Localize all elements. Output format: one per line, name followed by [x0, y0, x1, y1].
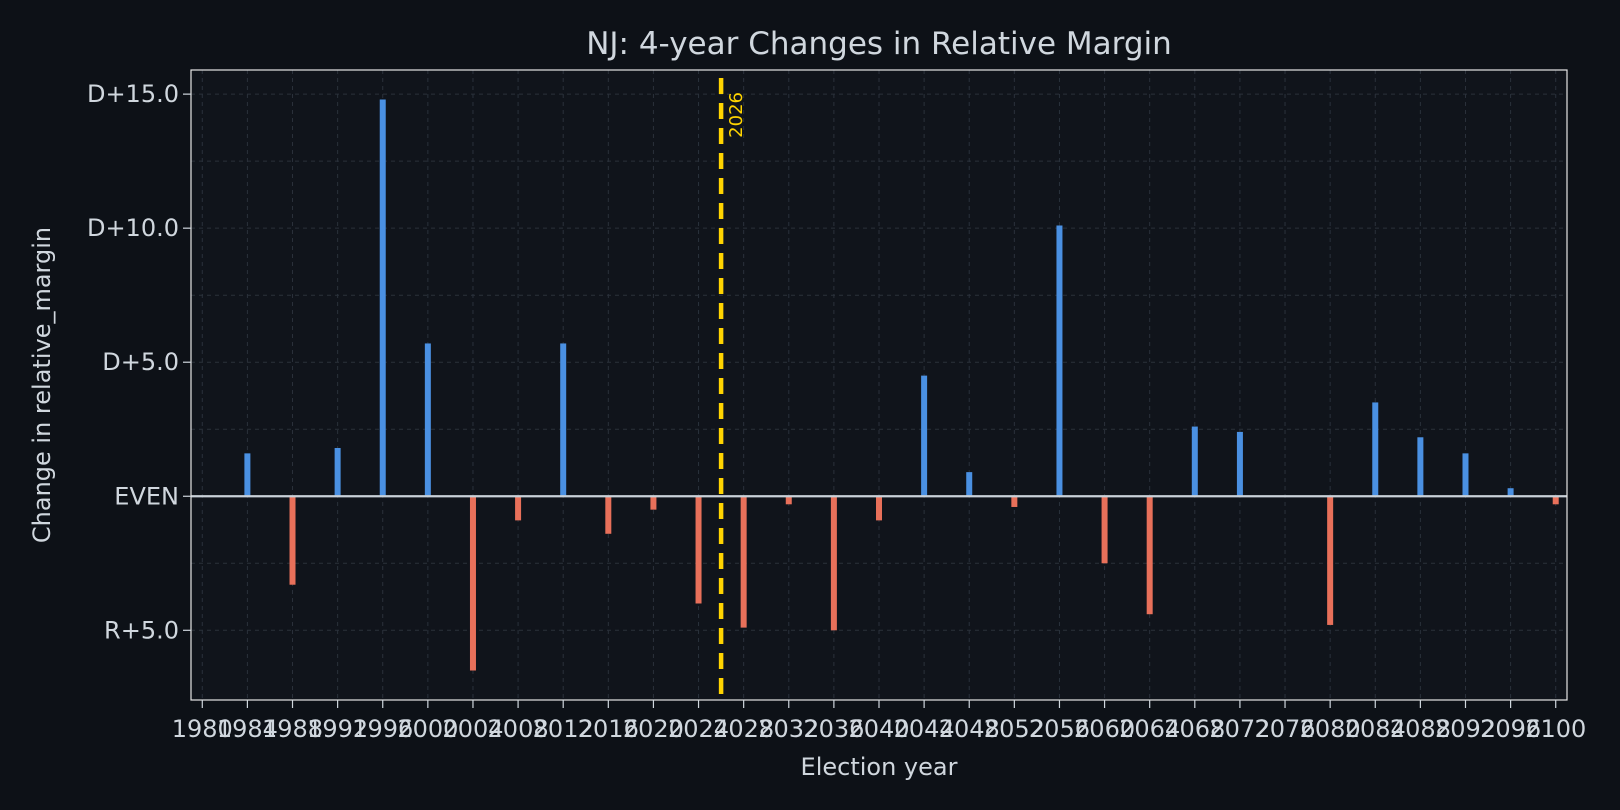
bar [1191, 426, 1198, 497]
x-tick-label: 2032 [758, 715, 819, 743]
bar [785, 496, 792, 505]
bar [1011, 496, 1018, 507]
y-tick-label: EVEN [114, 482, 179, 510]
x-tick-label: 2004 [442, 715, 503, 743]
x-tick-label: 2100 [1525, 715, 1586, 743]
x-tick-label: 1992 [307, 715, 368, 743]
y-tick-label: R+5.0 [104, 616, 179, 644]
bar [605, 496, 612, 534]
bar [1417, 437, 1424, 497]
bar [876, 496, 882, 521]
x-tick-label: 2060 [1074, 715, 1135, 743]
x-tick-label: 1984 [217, 715, 278, 743]
bar [1101, 496, 1108, 564]
x-tick-label: 2052 [984, 715, 1045, 743]
y-tick-label: D+10.0 [87, 214, 179, 242]
bar [650, 496, 657, 510]
reference-line-label: 2026 [726, 92, 747, 138]
x-tick-label: 2020 [623, 715, 684, 743]
x-tick-label: 2084 [1345, 715, 1406, 743]
bar [560, 343, 567, 497]
x-tick-label: 2008 [488, 715, 549, 743]
bar [1056, 225, 1063, 497]
x-tick-label: 2000 [397, 715, 458, 743]
y-axis-label: Change in relative_margin [28, 227, 56, 543]
x-tick-label: 2068 [1164, 715, 1225, 743]
x-tick-label: 1980 [172, 715, 233, 743]
bar [830, 496, 837, 631]
x-axis-label: Election year [801, 753, 958, 781]
x-tick-label: 2072 [1209, 715, 1270, 743]
x-tick-label: 2080 [1300, 715, 1361, 743]
x-tick-label: 1988 [262, 715, 323, 743]
bar [424, 343, 431, 497]
bar [1462, 453, 1469, 497]
bar [1552, 496, 1559, 505]
bars [244, 99, 1559, 671]
x-tick-label: 2056 [1029, 715, 1090, 743]
bar [379, 99, 386, 497]
bar [289, 496, 296, 585]
x-tick-label: 2088 [1390, 715, 1451, 743]
y-tick-label: D+15.0 [87, 80, 179, 108]
bar [1507, 488, 1514, 497]
bar [1372, 402, 1379, 497]
x-tick-label: 1996 [352, 715, 413, 743]
x-tick-label: 2024 [668, 715, 729, 743]
bar [740, 496, 747, 628]
x-tick-label: 2016 [578, 715, 639, 743]
y-ticks: D+15.0 D+10.0 D+5.0 EVEN R+5.0 [87, 80, 191, 644]
x-tick-label: 2012 [533, 715, 594, 743]
bar [469, 496, 476, 671]
y-tick-label: D+5.0 [102, 348, 179, 376]
bar [244, 453, 251, 497]
bar [334, 448, 341, 497]
bar [921, 375, 928, 497]
bar [1236, 431, 1243, 497]
x-tick-label: 2040 [848, 715, 909, 743]
x-tick-label: 2036 [803, 715, 864, 743]
x-tick-label: 2096 [1480, 715, 1541, 743]
x-tick-label: 2028 [713, 715, 774, 743]
x-tick-label: 2092 [1435, 715, 1496, 743]
bar [1146, 496, 1153, 615]
x-ticks: 1980198419881992199620002004200820122016… [172, 700, 1586, 743]
bar [1327, 496, 1334, 625]
x-tick-label: 2044 [894, 715, 955, 743]
x-tick-label: 2076 [1254, 715, 1315, 743]
chart-title: NJ: 4-year Changes in Relative Margin [586, 26, 1172, 62]
reference-line-group: 2026 [718, 78, 747, 700]
bar [966, 472, 973, 497]
bar [695, 496, 702, 604]
x-tick-label: 2048 [939, 715, 1000, 743]
x-tick-label: 2064 [1119, 715, 1180, 743]
bar [515, 496, 522, 521]
